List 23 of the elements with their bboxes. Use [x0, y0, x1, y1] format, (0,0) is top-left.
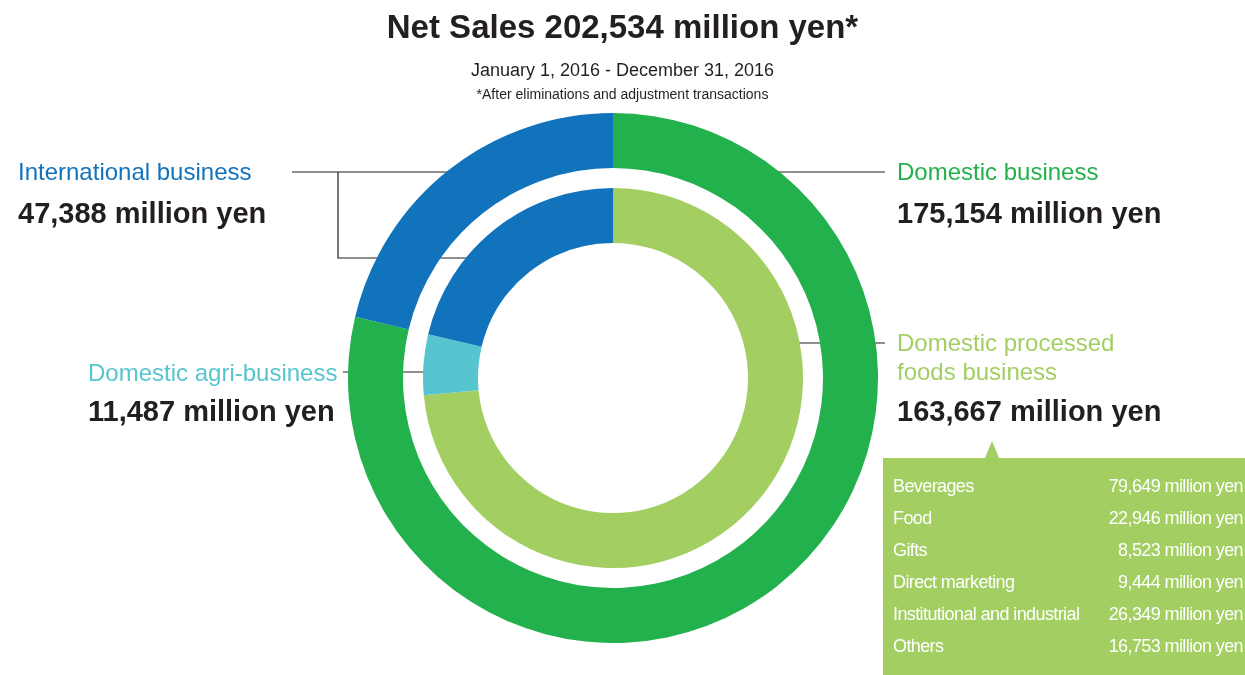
slice-label: Domestic processed foods business	[897, 328, 1116, 386]
chart-subtitle: January 1, 2016 - December 31, 2016	[469, 60, 776, 81]
text: 79,649 million yen	[1108, 476, 1243, 496]
category-label: Direct marketing	[893, 572, 1015, 594]
text: *After eliminations and adjustment transactions	[475, 86, 770, 102]
text: 8,523 million yen	[1118, 540, 1243, 560]
category-label: Food	[893, 508, 932, 530]
text: 26,349 million yen	[1108, 604, 1243, 624]
data-label: 175,154 million yen	[897, 197, 1162, 230]
data-label: 47,388 million yen	[18, 197, 267, 230]
category-label: Institutional and industrial	[893, 604, 1080, 626]
slice-label: Domestic business	[897, 157, 1099, 186]
data-label: 163,667 million yen	[897, 395, 1162, 428]
slice-label: Domestic agri-business	[88, 358, 338, 387]
text: 16,753 million yen	[1108, 636, 1243, 656]
category-label: Gifts	[893, 540, 928, 562]
category-label: Beverages	[893, 476, 974, 498]
category-label: Others	[893, 636, 944, 658]
text: 9,444 million yen	[1118, 572, 1243, 592]
slice-label: International business	[18, 157, 252, 186]
data-label: 11,487 million yen	[88, 395, 335, 428]
chart-title: Net Sales 202,534 million yen*	[385, 8, 860, 46]
text: 22,946 million yen	[1108, 508, 1243, 528]
